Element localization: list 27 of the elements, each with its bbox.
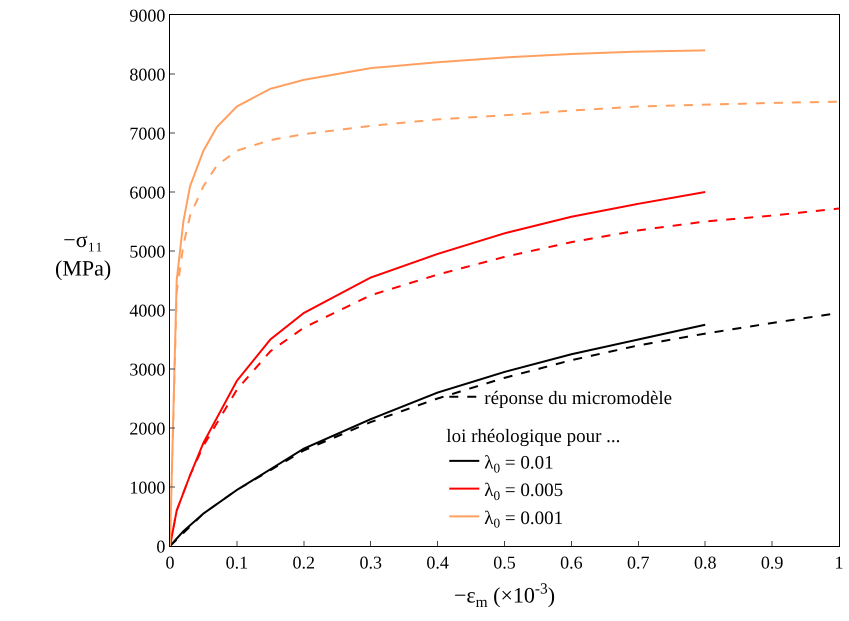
- legend-label: λ$_{0}$ = 0.001: [484, 508, 564, 531]
- y-tick-label: 6000: [129, 182, 166, 202]
- y-tick-label: 3000: [129, 359, 166, 380]
- x-tick-label: 0.6: [560, 552, 583, 573]
- y-tick-label: 4000: [129, 300, 166, 320]
- x-axis-title: −ε$_{m}$ (×10$^{-3}$): [454, 580, 556, 612]
- x-tick-label: 0.1: [226, 552, 248, 573]
- legend-title: loi rhéologique pour ...: [446, 426, 620, 448]
- legend-label: réponse du micromodèle: [484, 388, 672, 410]
- y-tick-label: 7000: [129, 123, 166, 144]
- y-tick-label: 5000: [129, 241, 166, 262]
- y-tick-label: 2000: [129, 418, 166, 438]
- y-tick-label: 1000: [129, 477, 166, 498]
- x-tick-label: 0.9: [760, 552, 784, 573]
- legend-label: λ$_{0}$ = 0.005: [484, 480, 564, 504]
- y-tick-label: 9000: [129, 5, 166, 26]
- x-tick-label: 0.5: [493, 552, 516, 573]
- x-tick-label: 1: [834, 552, 844, 573]
- y-tick-label: 0: [156, 536, 166, 556]
- x-tick-label: 0.8: [694, 552, 716, 573]
- x-tick-label: 0.3: [359, 552, 382, 573]
- y-axis-title: −σ₁₁ (MPa): [55, 227, 112, 281]
- x-tick-label: 0.2: [292, 552, 316, 573]
- x-tick-label: 0.4: [426, 552, 449, 573]
- legend-label: λ$_{0}$ = 0.01: [484, 452, 554, 476]
- y-tick-label: 8000: [129, 64, 166, 84]
- x-tick-label: 0.7: [627, 552, 650, 573]
